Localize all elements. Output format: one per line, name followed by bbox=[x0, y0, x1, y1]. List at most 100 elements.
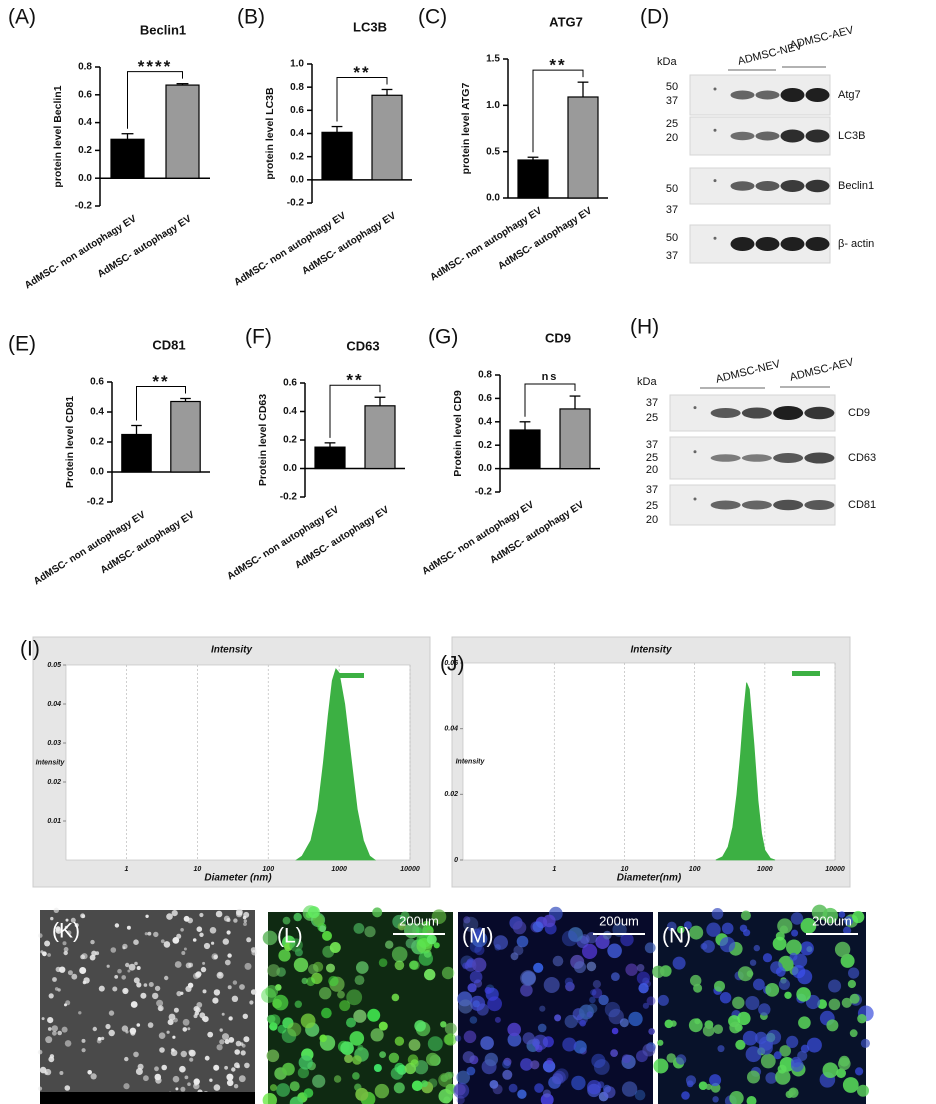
image-texture bbox=[130, 1001, 138, 1008]
image-texture bbox=[454, 1035, 462, 1042]
y-tick-label: 0.6 bbox=[290, 105, 304, 116]
image-texture bbox=[242, 1013, 248, 1019]
panel-label: (A) bbox=[8, 6, 36, 29]
y-tick-label: 0.4 bbox=[478, 416, 492, 427]
y-tick-label: 1.5 bbox=[486, 54, 500, 65]
image-texture bbox=[159, 1047, 165, 1053]
image-texture bbox=[822, 1062, 839, 1078]
image-texture bbox=[97, 1037, 102, 1041]
image-texture bbox=[520, 970, 537, 987]
y-axis-label: Protein level CD81 bbox=[64, 396, 76, 488]
image-texture bbox=[80, 954, 85, 960]
image-texture bbox=[289, 1081, 300, 1092]
image-texture bbox=[213, 1084, 221, 1091]
image-texture bbox=[81, 1048, 86, 1053]
blot-band bbox=[730, 90, 755, 100]
y-tick-label: 0.02 bbox=[47, 779, 61, 786]
image-texture bbox=[394, 1036, 405, 1046]
image-texture bbox=[735, 1039, 746, 1050]
image-texture bbox=[175, 1087, 179, 1091]
image-texture bbox=[153, 931, 159, 938]
image-texture bbox=[209, 1078, 213, 1082]
error-bar bbox=[519, 421, 531, 430]
error-bar bbox=[176, 83, 189, 86]
image-texture bbox=[222, 938, 229, 945]
image-texture bbox=[532, 921, 544, 933]
row-label: β- actin bbox=[838, 238, 874, 250]
image-texture bbox=[852, 910, 865, 924]
image-texture bbox=[89, 954, 96, 961]
error-bar bbox=[180, 397, 191, 402]
chart-title: ATG7 bbox=[549, 14, 583, 29]
image-texture bbox=[154, 985, 161, 992]
image-texture bbox=[199, 932, 204, 937]
image-texture bbox=[520, 1058, 533, 1071]
image-texture bbox=[173, 1017, 178, 1023]
image-texture bbox=[312, 1074, 326, 1088]
distribution-area bbox=[295, 668, 377, 861]
image-texture bbox=[91, 950, 97, 956]
y-axis-label: protein level Beclin1 bbox=[52, 85, 64, 187]
panel-label: (G) bbox=[428, 326, 458, 349]
image-texture bbox=[537, 1023, 547, 1033]
marker-label: 50 bbox=[666, 232, 678, 244]
image-texture bbox=[293, 957, 309, 973]
image-texture bbox=[586, 1011, 593, 1018]
bar bbox=[321, 131, 353, 181]
image-texture bbox=[136, 1023, 141, 1027]
image-texture bbox=[166, 913, 173, 920]
bar bbox=[509, 429, 541, 470]
y-axis-label: Intensity bbox=[36, 759, 66, 766]
image-texture bbox=[542, 1060, 556, 1073]
image-texture bbox=[61, 1026, 68, 1033]
image-texture bbox=[533, 962, 544, 973]
image-texture bbox=[289, 1096, 303, 1104]
image-texture bbox=[233, 1084, 239, 1089]
image-texture bbox=[796, 987, 811, 1002]
image-texture bbox=[65, 1000, 71, 1006]
panel-label: (M) bbox=[462, 925, 493, 948]
image-texture bbox=[243, 1036, 250, 1043]
image-texture bbox=[235, 910, 243, 918]
image-texture bbox=[745, 996, 760, 1010]
image-texture bbox=[513, 945, 524, 956]
image-texture bbox=[52, 1030, 57, 1036]
chart-title: Intensity bbox=[630, 645, 672, 656]
image-texture bbox=[219, 1039, 225, 1045]
image-texture bbox=[762, 953, 773, 963]
error-bar bbox=[527, 156, 539, 161]
image-texture bbox=[195, 971, 202, 977]
chart-title: Beclin1 bbox=[140, 22, 186, 37]
image-texture bbox=[840, 953, 855, 968]
chart-title: LC3B bbox=[353, 19, 387, 34]
scale-label: 200um bbox=[812, 913, 852, 928]
image-texture bbox=[355, 1087, 369, 1101]
category-label: AdMSC- autophagy EV bbox=[99, 509, 197, 576]
image-texture bbox=[775, 1069, 791, 1085]
image-texture bbox=[226, 930, 231, 935]
image-texture bbox=[349, 1031, 365, 1046]
image-texture bbox=[188, 962, 194, 968]
row-label: CD81 bbox=[848, 499, 876, 511]
error-bar bbox=[577, 81, 589, 97]
y-axis-label: Intensity bbox=[456, 758, 486, 765]
image-texture bbox=[487, 996, 502, 1012]
image-texture bbox=[702, 1024, 715, 1037]
image-texture bbox=[221, 1012, 225, 1016]
image-texture bbox=[681, 1091, 690, 1100]
image-texture bbox=[333, 1075, 342, 1083]
blot-band bbox=[741, 407, 772, 419]
image-texture bbox=[176, 991, 182, 997]
category-label: AdMSC- autophagy EV bbox=[293, 504, 391, 571]
image-texture bbox=[163, 941, 171, 948]
image-texture bbox=[790, 912, 804, 925]
image-texture bbox=[702, 940, 715, 953]
image-texture bbox=[792, 965, 806, 979]
image-texture bbox=[427, 1036, 443, 1052]
image-texture bbox=[568, 927, 583, 942]
image-texture bbox=[180, 1050, 187, 1058]
y-tick-label: 0.04 bbox=[444, 726, 458, 733]
image-texture bbox=[226, 918, 231, 922]
chart-title: Intensity bbox=[211, 645, 253, 656]
